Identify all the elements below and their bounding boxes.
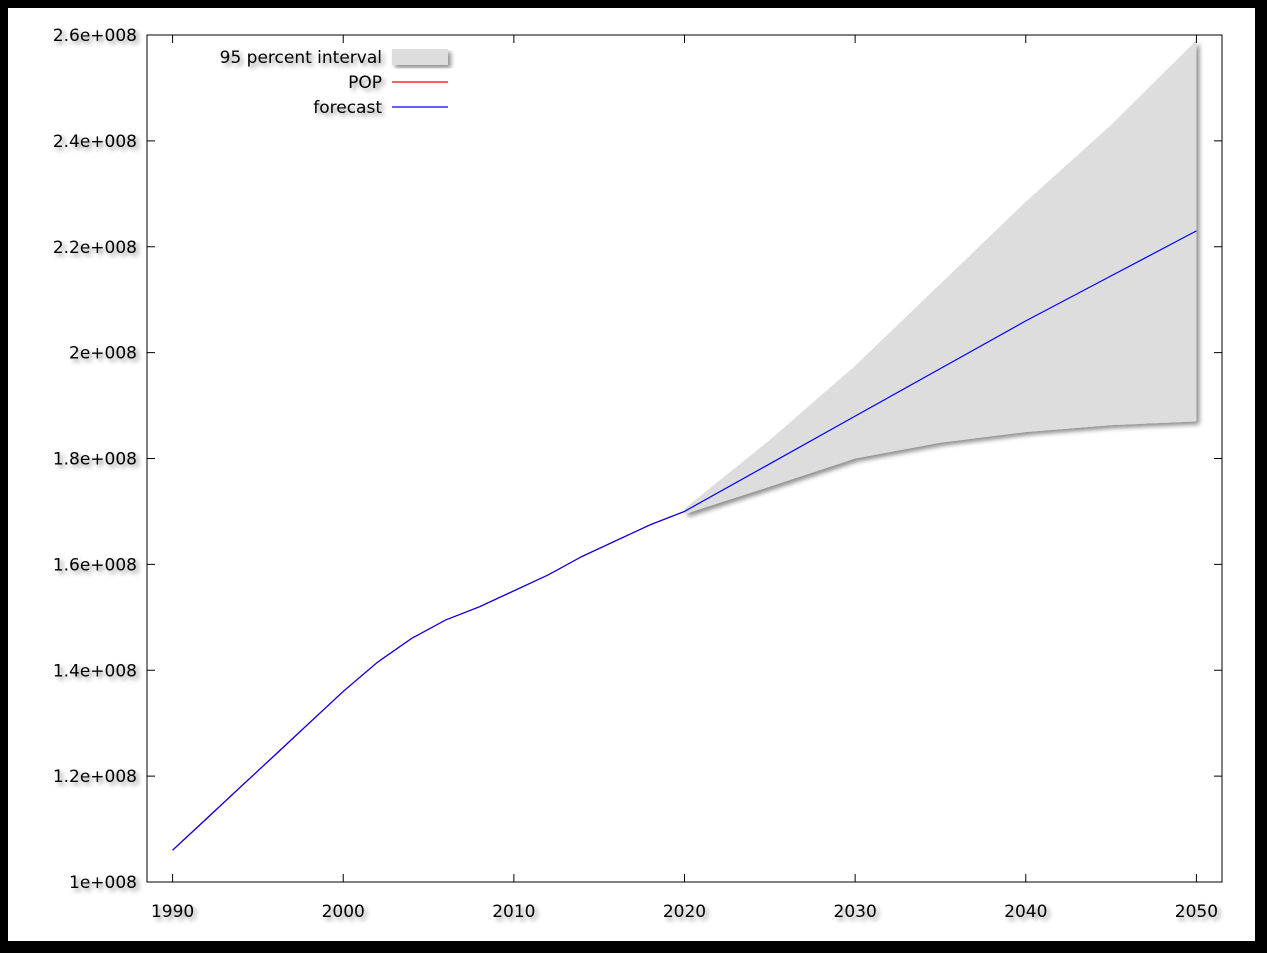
population-forecast-chart: 1990 2000 2010 2020 2030 2040 2050 1e+008 1.2e+0… <box>53 26 1223 922</box>
series-layer <box>172 230 1197 851</box>
y-tick-label: 1.8e+008 <box>53 450 137 470</box>
y-tick-label: 1.6e+008 <box>53 555 137 575</box>
plot-border <box>146 34 1223 883</box>
y-tick-label: 2e+008 <box>69 344 137 364</box>
interval-layer <box>684 40 1197 515</box>
y-tick-label: 1.4e+008 <box>53 661 137 681</box>
x-tick-label: 2010 <box>492 902 535 922</box>
legend: 95 percent interval POP forecast <box>220 48 448 118</box>
legend-label: 95 percent interval <box>220 48 382 68</box>
y-tick-label: 1e+008 <box>69 873 137 893</box>
x-tick-label: 2050 <box>1175 902 1218 922</box>
x-tick-label: 2040 <box>1004 902 1047 922</box>
y-tick-label: 2.6e+008 <box>53 26 137 46</box>
x-tick-label: 1990 <box>151 902 194 922</box>
legend-swatch-interval <box>392 49 448 65</box>
x-tick-label: 2030 <box>834 902 877 922</box>
x-tick-label: 2000 <box>322 902 365 922</box>
ticks-layer: 1990 2000 2010 2020 2030 2040 2050 1e+008 1.2e+0… <box>53 26 1222 922</box>
legend-label: POP <box>348 73 382 93</box>
x-tick-label: 2020 <box>663 902 706 922</box>
chart-frame: 1990 2000 2010 2020 2030 2040 2050 1e+008 1.2e+0… <box>8 8 1255 941</box>
series-line-forecast <box>172 230 1197 851</box>
y-tick-label: 2.4e+008 <box>53 132 137 152</box>
interval-band <box>684 40 1197 515</box>
y-tick-label: 1.2e+008 <box>53 767 137 787</box>
y-tick-label: 2.2e+008 <box>53 238 137 258</box>
series-line-pop <box>172 510 685 851</box>
legend-label: forecast <box>313 98 382 118</box>
